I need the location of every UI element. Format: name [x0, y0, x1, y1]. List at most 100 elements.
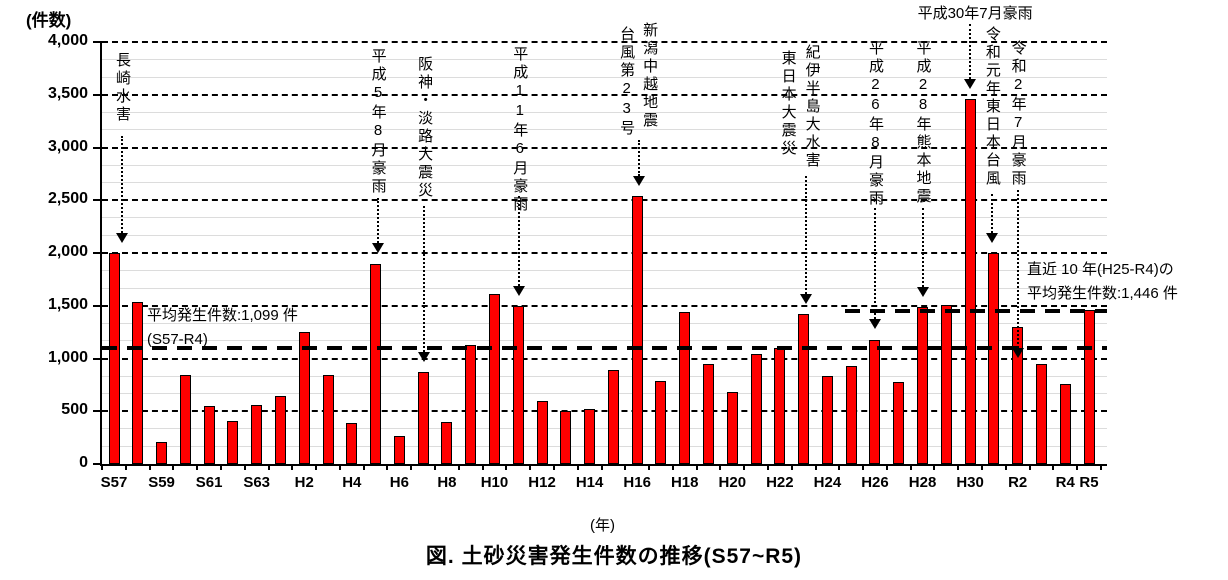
- x-tick-label: H22: [766, 474, 794, 491]
- minor-gridline: [102, 129, 1107, 131]
- x-axis-tick: [552, 464, 555, 470]
- major-gridline: [102, 252, 1107, 254]
- x-tick-label: H4: [342, 474, 362, 491]
- annotation-arrowhead: [799, 294, 812, 304]
- x-tick-label: R4: [1055, 474, 1075, 491]
- bar-S63: [251, 404, 263, 464]
- annotation-arrowhead: [1011, 348, 1024, 358]
- x-axis-tick: [862, 464, 865, 470]
- major-gridline: [102, 41, 1107, 43]
- bar-S60: [179, 375, 191, 464]
- x-tick-label: S59: [148, 474, 175, 491]
- bar-H28: [917, 306, 929, 464]
- x-axis-tick: [885, 464, 888, 470]
- y-axis-tick: [93, 463, 102, 465]
- x-axis-tick: [576, 464, 579, 470]
- x-tick-label: H28: [908, 474, 937, 491]
- x-tick-label: H24: [813, 474, 842, 491]
- x-axis-tick: [624, 464, 627, 470]
- annotation-label: 平成26年8月豪雨: [866, 40, 884, 208]
- x-axis-tick: [790, 464, 793, 470]
- minor-gridline: [102, 76, 1107, 78]
- bar-H13: [560, 411, 572, 464]
- bar-H21: [750, 354, 762, 464]
- x-tick-label: H8: [437, 474, 457, 491]
- x-axis-tick: [338, 464, 341, 470]
- x-axis-tick: [410, 464, 413, 470]
- annotation-arrow: [873, 208, 876, 319]
- x-axis-tick: [695, 464, 698, 470]
- annotation-label: 新潟中越地震: [641, 22, 659, 130]
- annotation-label: 阪神・淡路大震災: [416, 56, 434, 200]
- x-axis-tick: [315, 464, 318, 470]
- major-gridline: [102, 93, 1107, 96]
- bar-H16: [631, 196, 643, 464]
- bar-S61: [203, 405, 215, 464]
- y-tick-label: 3,000: [47, 137, 88, 155]
- x-axis-tick: [766, 464, 769, 470]
- minor-gridline: [102, 182, 1107, 184]
- x-tick-label: H30: [956, 474, 984, 491]
- bar-R3: [1035, 363, 1047, 464]
- x-tick-label: H14: [575, 474, 604, 491]
- annotation-arrowhead: [371, 243, 384, 253]
- minor-gridline: [102, 322, 1107, 324]
- annotation-label: 台風第23号: [618, 26, 636, 138]
- bar-H10: [488, 294, 500, 464]
- bar-H17: [655, 380, 667, 464]
- annotation-arrow: [376, 198, 379, 243]
- x-axis-tick: [1004, 464, 1007, 470]
- annotation-label: 平成30年7月豪雨: [917, 5, 1033, 22]
- bar-H12: [536, 400, 548, 464]
- y-tick-label: 4,000: [47, 32, 88, 49]
- minor-gridline: [102, 340, 1107, 342]
- bar-S58: [132, 301, 144, 464]
- annotation-arrow: [518, 196, 521, 286]
- x-tick-label: H10: [480, 474, 509, 491]
- average-line-1446-label: 直近 10 年(H25-R4)の 平均発生件数:1,446 件: [1027, 261, 1178, 302]
- major-gridline: [102, 357, 1107, 360]
- average-line-1099: [102, 346, 1107, 351]
- annotation-arrowhead: [916, 287, 929, 297]
- bar-H15: [607, 370, 619, 464]
- y-axis-tick: [93, 41, 102, 43]
- annotation-arrowhead: [633, 176, 646, 186]
- annotation-arrow: [969, 24, 972, 79]
- annotation-arrowhead: [418, 352, 431, 362]
- average-line-1099-label: 平均発生件数:1,099 件 (S57-R4): [147, 307, 298, 348]
- bar-H9: [465, 344, 477, 464]
- average-line-1446: [845, 309, 1107, 314]
- major-gridline: [102, 199, 1107, 202]
- bar-H23: [798, 314, 810, 464]
- x-tick-label: S57: [100, 474, 128, 491]
- bar-H19: [703, 363, 714, 464]
- x-tick-label: H16: [623, 474, 651, 491]
- x-axis-tick: [457, 464, 460, 470]
- annotation-arrow: [121, 136, 123, 233]
- x-axis-tick: [529, 464, 532, 470]
- x-axis-unit-label: (年): [590, 517, 615, 534]
- annotation-label: 紀伊半島大水害: [803, 44, 821, 170]
- annotation-arrowhead: [513, 286, 526, 296]
- x-axis-tick: [362, 464, 365, 470]
- bar-H5: [370, 263, 382, 464]
- x-axis-tick: [124, 464, 127, 470]
- x-axis-tick: [1028, 464, 1031, 470]
- minor-gridline: [102, 234, 1107, 236]
- y-axis-tick: [93, 199, 102, 202]
- bar-H8: [441, 421, 453, 464]
- bar-H22: [774, 347, 786, 464]
- x-axis-tick: [101, 464, 104, 470]
- x-axis-tick: [172, 464, 175, 470]
- y-tick-label: 2,500: [47, 190, 88, 208]
- x-axis-tick: [719, 464, 722, 470]
- y-tick-label: 0: [79, 454, 88, 471]
- bar-H30: [964, 98, 976, 464]
- bar-S59: [156, 441, 168, 464]
- bar-H6: [393, 435, 405, 464]
- minor-gridline: [102, 270, 1107, 272]
- annotation-label: 長崎水害: [114, 52, 131, 124]
- minor-gridline: [102, 375, 1107, 377]
- x-tick-label: H26: [861, 474, 889, 491]
